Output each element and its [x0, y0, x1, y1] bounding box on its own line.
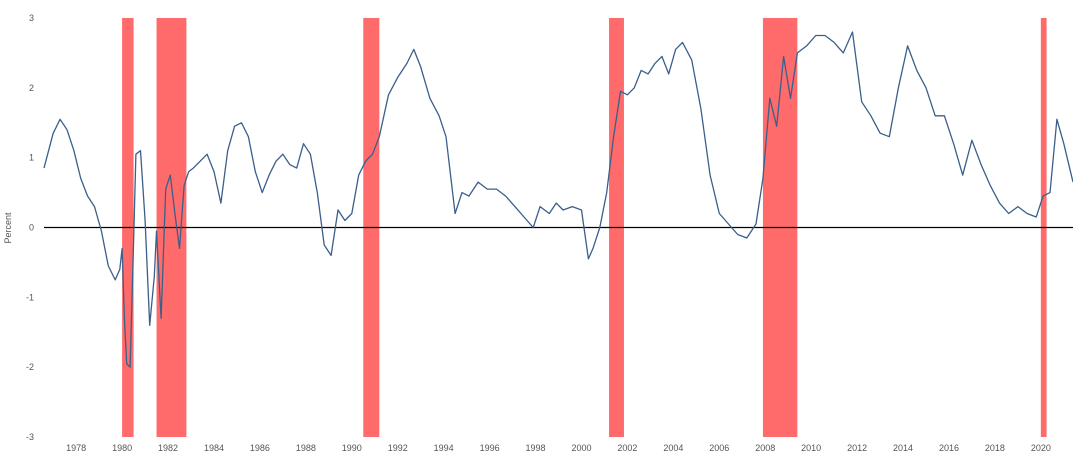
y-tick-label: -3	[26, 432, 34, 442]
x-tick-label: 1996	[480, 443, 500, 453]
x-tick-label: 2008	[755, 443, 775, 453]
series-line	[43, 31, 1073, 368]
x-tick-label: 2004	[663, 443, 683, 453]
y-tick-label: -2	[26, 362, 34, 372]
x-tick-label: 2018	[985, 443, 1005, 453]
y-tick-label: 2	[29, 83, 34, 93]
x-tick-label: 2016	[939, 443, 959, 453]
x-tick-label: 2020	[1031, 443, 1051, 453]
y-tick-label: 0	[29, 223, 34, 233]
x-tick-label: 1980	[112, 443, 132, 453]
x-tick-label: 2006	[709, 443, 729, 453]
y-tick-label: 3	[29, 13, 34, 23]
x-tick-label: 1986	[250, 443, 270, 453]
x-tick-label: 2002	[617, 443, 637, 453]
x-axis-ticks: 1978 1980 1982 1984 1986 1988 1990 1992 1994 1996…	[66, 443, 1051, 453]
x-tick-label: 1992	[388, 443, 408, 453]
y-tick-label: 1	[29, 153, 34, 163]
x-tick-label: 1994	[434, 443, 454, 453]
x-tick-label: 1984	[204, 443, 224, 453]
x-tick-label: 2010	[801, 443, 821, 453]
x-tick-label: 2012	[847, 443, 867, 453]
x-tick-label: 1978	[66, 443, 86, 453]
x-tick-label: 2000	[571, 443, 591, 453]
y-tick-label: -1	[26, 292, 34, 302]
x-tick-label: 2014	[893, 443, 913, 453]
y-axis-ticks: 3 2 1 0 -1 -2 -3	[26, 13, 34, 442]
x-tick-label: 1998	[526, 443, 546, 453]
x-tick-label: 1990	[342, 443, 362, 453]
x-tick-label: 1988	[296, 443, 316, 453]
x-tick-label: 1982	[158, 443, 178, 453]
y-axis-label: Percent	[3, 212, 13, 244]
